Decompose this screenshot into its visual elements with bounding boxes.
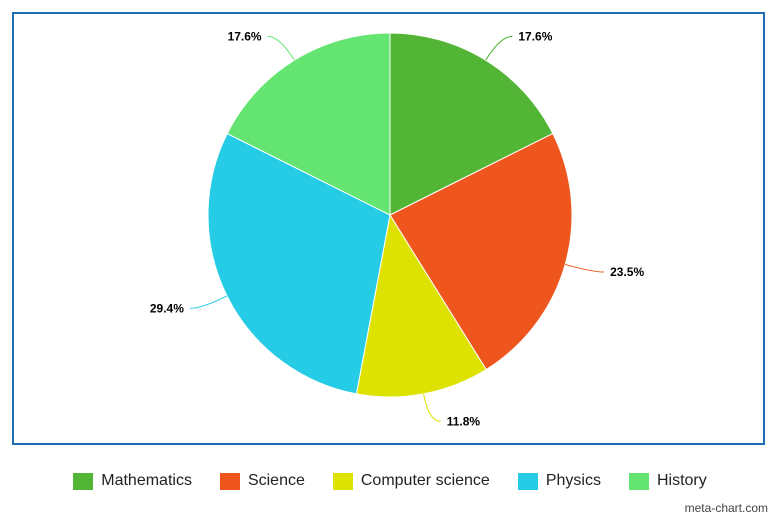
data-label-science: 23.5% — [610, 265, 644, 279]
legend-label: Mathematics — [101, 472, 192, 489]
legend-label: Computer science — [360, 472, 490, 489]
label-connector-physics — [189, 295, 228, 309]
pie-slice-physics — [207, 132, 391, 395]
legend-label: Science — [247, 472, 305, 489]
legend: Mathematics Science Computer science Physic… — [0, 468, 780, 494]
label-connector-mathematics — [485, 35, 513, 61]
legend-swatch — [332, 472, 353, 490]
pie-slice-computer-science — [355, 213, 487, 398]
legend-item-computer-science[interactable]: Computer science — [332, 472, 490, 490]
label-connector-science — [565, 263, 605, 273]
data-label-computer-science: 11.8% — [447, 414, 481, 428]
legend-label: History — [656, 472, 707, 489]
pie-slice-science — [389, 132, 573, 371]
pie-chart: 17.6% 23.5% 11.8% 29.4% 17.6% — [150, 29, 645, 428]
legend-swatch — [628, 472, 649, 490]
legend-item-science[interactable]: Science — [219, 472, 305, 490]
label-connector-computer-science — [423, 393, 441, 422]
legend-label: Physics — [545, 472, 601, 489]
legend-item-history[interactable]: History — [628, 472, 707, 490]
label-connector-history — [267, 35, 295, 61]
legend-swatch — [517, 472, 538, 490]
data-label-physics: 29.4% — [150, 301, 184, 315]
legend-item-physics[interactable]: Physics — [517, 472, 601, 490]
pie-slice-mathematics — [389, 32, 554, 216]
data-label-mathematics: 17.6% — [518, 29, 552, 43]
data-label-history: 17.6% — [228, 29, 262, 43]
pie-slice-history — [226, 32, 391, 216]
legend-item-mathematics[interactable]: Mathematics — [73, 472, 192, 490]
legend-swatch — [73, 472, 94, 490]
legend-swatch — [219, 472, 240, 490]
credit-text: meta-chart.com — [684, 501, 768, 515]
